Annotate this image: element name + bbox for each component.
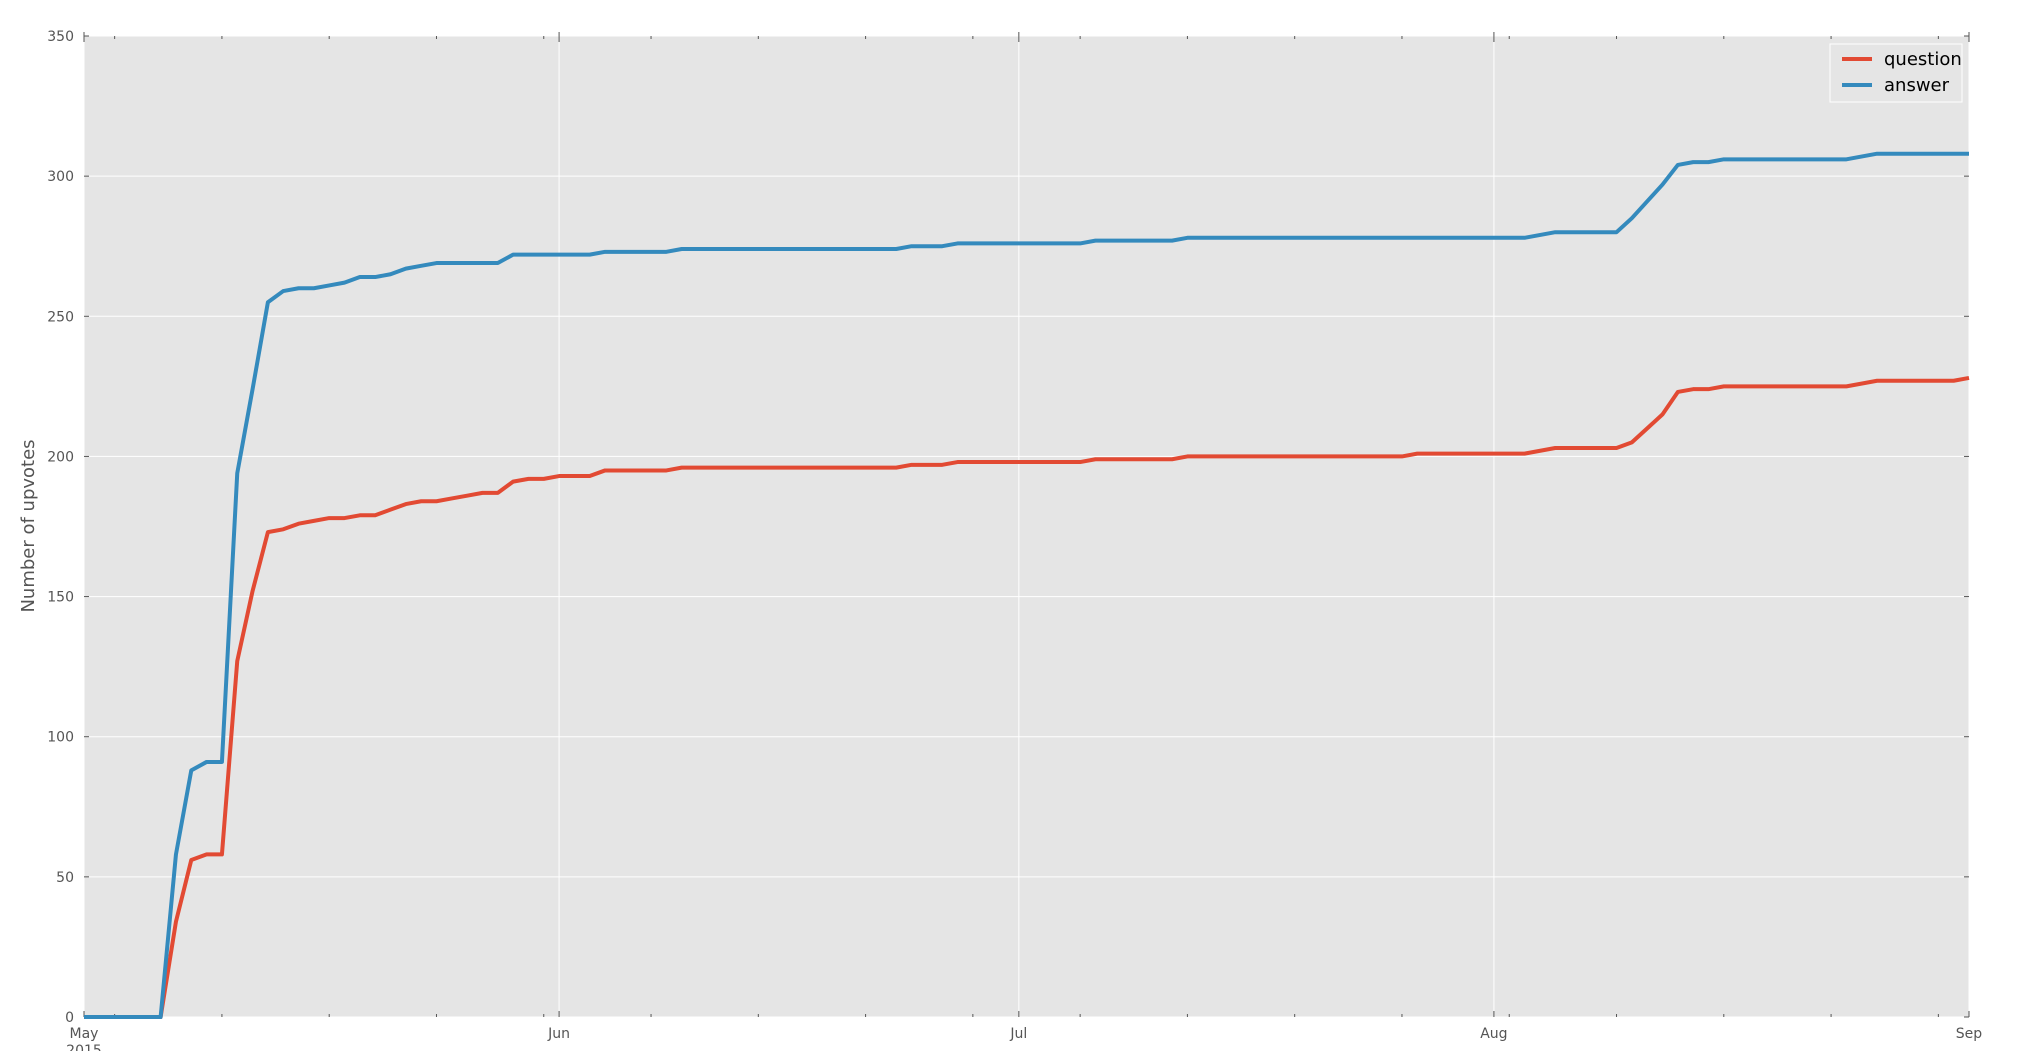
series-line-question [84,375,1970,1019]
y-tick-label: 100 [47,730,74,746]
y-tick-label: 250 [47,309,74,325]
x-tick-label: Sep [1956,1026,1983,1042]
y-tick-label: 0 [65,1010,74,1026]
y-tick-label: 200 [47,449,74,465]
series-lines [84,151,1970,1019]
legend-label-answer: answer [1884,75,1950,96]
y-tick-labels: 0 50 100 150 200 250 300 350 [47,29,74,1026]
y-tick-label: 350 [47,29,74,45]
y-tick-label: 150 [47,590,74,606]
plot-area [84,36,1969,1017]
legend: question answer [1829,43,1963,103]
series-line-answer [84,151,1969,1019]
legend-box [1829,43,1963,103]
x-tick-label: Aug [1480,1026,1507,1042]
legend-label-question: question [1884,49,1962,70]
y-tick-label: 50 [56,870,74,886]
y-tick-label: 300 [47,169,74,185]
x-tick-sublabel: 2015 [66,1043,102,1051]
grid-lines [83,35,1970,1018]
x-tick-label: Jun [547,1026,570,1042]
y-axis-label: Number of upvotes [18,439,39,612]
x-tick-label: May [70,1026,99,1042]
x-tick-label: Jul [1009,1026,1027,1042]
